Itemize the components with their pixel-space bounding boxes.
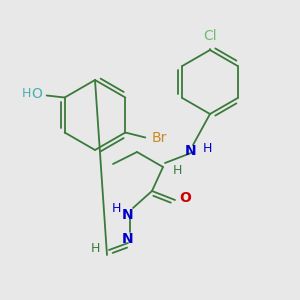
Text: Br: Br	[152, 131, 167, 146]
Text: Cl: Cl	[203, 29, 217, 43]
Text: H: H	[90, 242, 100, 256]
Text: H: H	[172, 164, 182, 176]
Text: O: O	[179, 191, 191, 205]
Text: N: N	[185, 144, 197, 158]
Text: O: O	[31, 86, 42, 100]
Text: H: H	[22, 87, 32, 100]
Text: N: N	[122, 232, 134, 246]
Text: H: H	[202, 142, 212, 155]
Text: H: H	[111, 202, 121, 215]
Text: N: N	[122, 208, 134, 222]
